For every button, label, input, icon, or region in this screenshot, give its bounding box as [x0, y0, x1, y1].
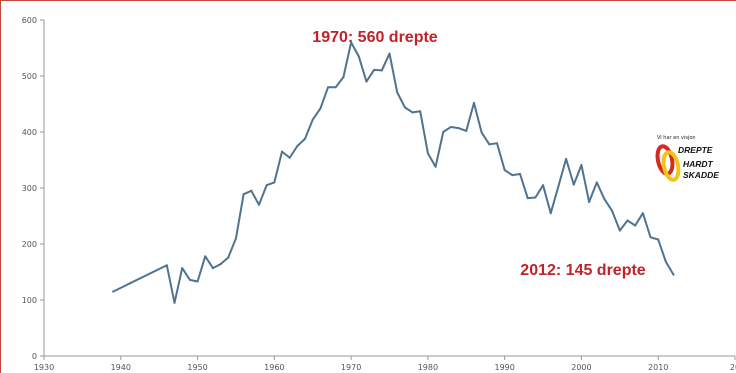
data-point — [196, 280, 199, 283]
data-point — [472, 101, 475, 104]
data-point — [588, 201, 591, 203]
data-point — [319, 107, 322, 110]
data-point — [664, 260, 667, 263]
data-point — [234, 237, 237, 240]
data-point — [611, 209, 614, 212]
y-tick-label: 100 — [22, 296, 37, 305]
logo-zero-yellow-ring — [661, 150, 681, 182]
data-point — [580, 164, 583, 167]
x-axis-ticks: 1930 1940 1950 1960 1970 1980 1990 2000 2010 20 — [34, 356, 736, 372]
data-point — [565, 157, 568, 160]
data-point — [426, 152, 429, 155]
data-point — [411, 111, 414, 114]
x-tick-label: 1930 — [34, 363, 54, 372]
data-point — [304, 137, 307, 140]
logo-word-drepte: DREPTE — [678, 145, 713, 155]
data-point — [227, 256, 230, 259]
data-point — [311, 118, 314, 121]
y-tick-label: 200 — [22, 240, 37, 249]
data-point — [641, 212, 644, 215]
data-point — [557, 185, 560, 188]
data-point — [281, 150, 284, 153]
data-point — [457, 127, 460, 130]
data-point — [634, 224, 637, 227]
data-point — [442, 131, 445, 133]
data-point — [357, 55, 360, 58]
x-tick-label: 1940 — [111, 363, 131, 372]
x-tick-label: 1990 — [494, 363, 514, 372]
vision-zero-logo: Vi har en visjon DREPTE HARDT SKADDE — [655, 135, 719, 182]
data-point — [465, 129, 468, 132]
data-point — [211, 267, 214, 270]
data-point — [373, 68, 376, 71]
y-tick-label: 500 — [22, 72, 37, 81]
logo-word-skadde: SKADDE — [683, 170, 719, 180]
data-point — [288, 156, 291, 159]
data-point — [480, 131, 483, 134]
x-tick-label: 2010 — [648, 363, 668, 372]
data-point — [112, 290, 115, 293]
data-point — [503, 169, 506, 172]
data-point — [519, 173, 522, 175]
x-tick-label: 1950 — [187, 363, 207, 372]
data-point — [572, 183, 575, 186]
data-point — [265, 184, 268, 187]
data-point — [365, 80, 368, 83]
x-tick-label: 20 — [730, 363, 736, 372]
annotation-peak: 1970: 560 drepte — [312, 29, 438, 46]
data-point — [380, 69, 383, 72]
data-point — [250, 189, 253, 192]
plot-area: 0 100 200 300 400 500 600 1930 1940 1950 1960 1970… — [22, 16, 736, 372]
data-point — [342, 76, 345, 79]
x-tick-label: 2000 — [571, 363, 591, 372]
data-point — [219, 263, 222, 266]
logo-word-hardt: HARDT — [683, 159, 714, 169]
data-point — [327, 86, 330, 89]
data-point — [526, 197, 529, 200]
data-point — [542, 184, 545, 187]
y-tick-label: 300 — [22, 184, 37, 193]
data-point — [449, 125, 452, 128]
data-point — [396, 91, 399, 94]
x-tick-label: 1980 — [418, 363, 438, 372]
data-point — [657, 238, 660, 241]
data-point — [181, 267, 184, 270]
series-line — [112, 41, 675, 304]
data-point — [595, 181, 598, 184]
data-point — [649, 236, 652, 239]
data-point — [434, 165, 437, 168]
y-tick-label: 400 — [22, 128, 37, 137]
data-point — [603, 198, 606, 201]
data-point — [242, 193, 245, 196]
series-points — [112, 41, 675, 304]
data-point — [273, 181, 276, 184]
data-point — [173, 301, 176, 304]
y-tick-label: 600 — [22, 16, 37, 25]
data-point — [350, 41, 353, 44]
x-tick-label: 1970 — [341, 363, 361, 372]
y-tick-label: 0 — [32, 352, 37, 361]
y-axis-ticks: 0 100 200 300 400 500 600 — [22, 16, 44, 361]
data-point — [549, 212, 552, 215]
data-point — [296, 145, 299, 147]
data-point — [165, 264, 168, 267]
data-point — [511, 174, 514, 177]
annotation-latest: 2012: 145 drepte — [520, 262, 646, 279]
data-point — [419, 110, 422, 113]
data-point — [495, 142, 498, 145]
logo-tagline: Vi har en visjon — [657, 135, 696, 141]
data-point — [403, 106, 406, 109]
data-point — [534, 196, 537, 199]
data-point — [618, 229, 621, 232]
data-point — [204, 255, 207, 258]
data-point — [672, 273, 675, 276]
data-point — [334, 86, 337, 89]
data-point — [257, 203, 260, 206]
data-point — [188, 278, 191, 281]
data-point — [626, 219, 629, 222]
data-point — [488, 143, 491, 146]
data-point — [388, 52, 391, 55]
x-tick-label: 1960 — [264, 363, 284, 372]
